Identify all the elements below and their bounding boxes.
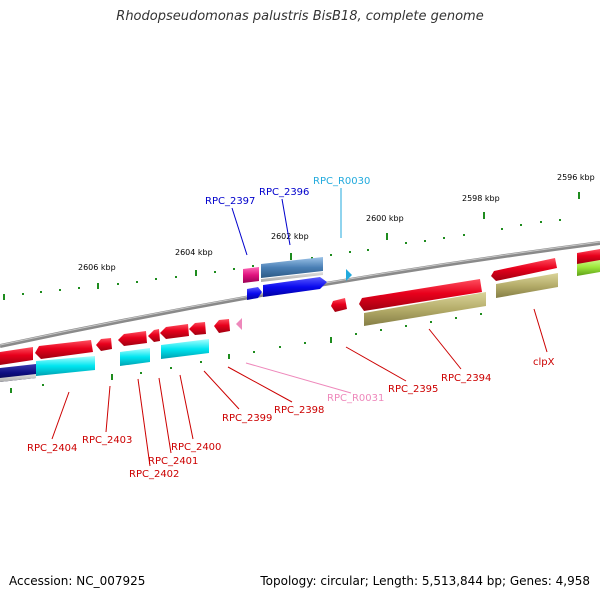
cog-box-rpc-2396[interactable] <box>261 257 323 278</box>
label-rpc-2400[interactable]: RPC_2400 <box>171 442 221 453</box>
gene-rpc-2395[interactable] <box>359 279 482 311</box>
gene-rpc-2401[interactable] <box>148 329 160 342</box>
cog-box-rpc-2394[interactable] <box>496 273 558 298</box>
label-leader-lines <box>51 188 548 467</box>
label-rpc-r0031[interactable]: RPC_R0031 <box>327 393 384 404</box>
cog-box-rpc-2398-grey <box>261 272 323 282</box>
label-rpc-2403[interactable]: RPC_2403 <box>82 435 132 446</box>
kbp-label-2598: 2598 kbp <box>462 194 500 203</box>
label-clpx[interactable]: clpX <box>533 357 555 368</box>
cog-box-rpc-2404[interactable] <box>36 356 95 376</box>
gene-rpc-2396[interactable] <box>263 277 327 297</box>
gene-rpc-2397[interactable] <box>247 287 262 300</box>
map-title: Rhodopseudomonas palustris BisB18, compl… <box>116 9 484 24</box>
label-rpc-2396[interactable]: RPC_2396 <box>259 187 309 198</box>
kbp-label-2604: 2604 kbp <box>175 248 213 257</box>
accession-text: Accession: NC_007925 <box>9 574 146 588</box>
label-rpc-2397[interactable]: RPC_2397 <box>205 196 255 207</box>
gene-rpc-2404[interactable] <box>35 340 93 359</box>
gene-rpc-2399[interactable] <box>189 322 206 335</box>
label-rpc-2401[interactable]: RPC_2401 <box>148 456 198 467</box>
reverse-cog-strip <box>0 273 558 382</box>
cog-box-rpc-2395[interactable] <box>364 292 486 326</box>
kbp-label-2596: 2596 kbp <box>557 173 595 182</box>
gene-rpc-2402[interactable] <box>118 331 147 346</box>
inner-tick-track <box>10 313 482 393</box>
kbp-label-2606: 2606 kbp <box>78 263 116 272</box>
cog-box-grey-left <box>0 374 36 382</box>
label-rpc-2394[interactable]: RPC_2394 <box>441 373 491 384</box>
label-rpc-r0030[interactable]: RPC_R0030 <box>313 176 370 187</box>
label-rpc-2399[interactable]: RPC_2399 <box>222 413 272 424</box>
label-rpc-2402[interactable]: RPC_2402 <box>129 469 179 480</box>
label-rpc-2395[interactable]: RPC_2395 <box>388 384 438 395</box>
gene-rpc-r0030[interactable] <box>346 269 352 281</box>
genome-summary-text: Topology: circular; Length: 5,513,844 bp… <box>260 574 590 588</box>
reverse-strand-genes <box>0 318 242 365</box>
kbp-label-2602: 2602 kbp <box>271 232 309 241</box>
gene-rpc-2404-left[interactable] <box>0 347 33 365</box>
gene-rpc-r0031[interactable] <box>236 318 242 330</box>
gene-clpx[interactable] <box>577 249 600 264</box>
gene-labels: RPC_2397 RPC_2396 RPC_R0030 RPC_2404 RPC… <box>27 176 555 480</box>
gene-rpc-2394[interactable] <box>491 258 557 281</box>
gene-rpc-2398[interactable] <box>214 319 230 333</box>
outer-scale-track <box>3 192 580 300</box>
gene-rpc-2403[interactable] <box>96 338 112 351</box>
cog-box-rpc-2401[interactable] <box>120 348 150 366</box>
forward-strand-genes <box>247 249 600 312</box>
cog-box-rpc-2397[interactable] <box>243 267 259 283</box>
label-rpc-2404[interactable]: RPC_2404 <box>27 443 77 454</box>
gene-rpc-2400[interactable] <box>160 324 189 339</box>
cog-box-rpc-2400[interactable] <box>161 339 209 359</box>
kbp-label-2600: 2600 kbp <box>366 214 404 223</box>
label-rpc-2398[interactable]: RPC_2398 <box>274 405 324 416</box>
gene-small-red-2[interactable] <box>331 298 347 312</box>
